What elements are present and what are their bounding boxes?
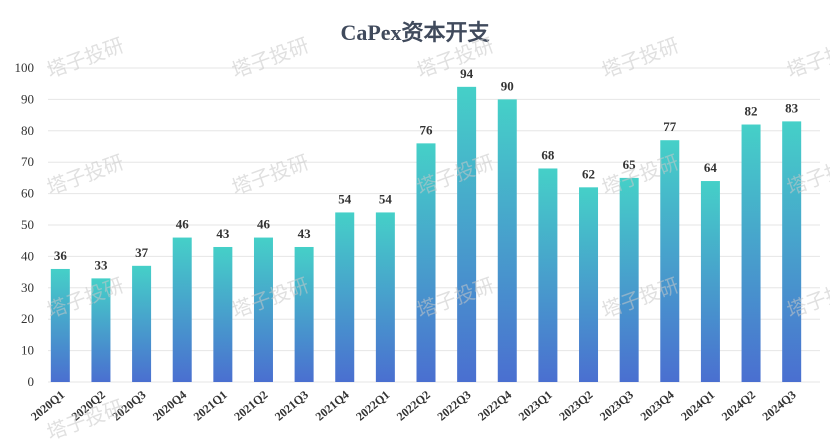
- x-tick-label: 2023Q3: [597, 388, 636, 424]
- data-label: 54: [338, 191, 352, 206]
- x-tick-label: 2021Q3: [272, 388, 311, 424]
- bar: [700, 181, 720, 382]
- bar: [416, 143, 436, 382]
- x-tick-label: 2023Q4: [638, 388, 677, 424]
- y-tick-label: 0: [28, 374, 35, 389]
- bar: [132, 265, 152, 382]
- data-label: 43: [216, 226, 230, 241]
- bar: [213, 246, 233, 382]
- bar: [294, 246, 314, 382]
- x-tick-label: 2021Q2: [231, 388, 270, 424]
- y-tick-label: 40: [21, 248, 34, 263]
- data-label: 62: [582, 166, 595, 181]
- y-tick-label: 70: [21, 154, 34, 169]
- data-label: 43: [298, 226, 312, 241]
- y-tick-label: 100: [15, 60, 35, 75]
- bar: [579, 187, 599, 382]
- y-tick-label: 30: [21, 280, 34, 295]
- data-label: 76: [420, 122, 434, 137]
- watermark: 塔子投研: [44, 33, 127, 83]
- data-label: 36: [54, 248, 68, 263]
- watermark: 塔子投研: [784, 33, 830, 83]
- x-tick-label: 2021Q1: [191, 388, 230, 424]
- x-tick-label: 2022Q2: [394, 388, 433, 424]
- x-axis: 2020Q1 2020Q2 2020Q3 2020Q4 2021Q1 2021Q2 2021…: [28, 388, 799, 424]
- bar: [335, 212, 355, 382]
- bar: [538, 168, 558, 382]
- bar: [782, 121, 802, 382]
- y-tick-label: 90: [21, 91, 34, 106]
- x-tick-label: 2022Q3: [434, 388, 473, 424]
- y-tick-label: 80: [21, 123, 34, 138]
- bar: [741, 124, 761, 383]
- y-tick-label: 20: [21, 311, 34, 326]
- bar: [375, 212, 395, 382]
- bar: [172, 237, 192, 382]
- data-label: 65: [623, 157, 637, 172]
- data-label: 94: [460, 66, 474, 81]
- data-label: 83: [785, 100, 799, 115]
- bar: [619, 177, 639, 382]
- y-tick-label: 10: [21, 343, 34, 358]
- data-label: 33: [94, 257, 108, 272]
- bar: [50, 268, 70, 382]
- data-label: 90: [501, 78, 514, 93]
- data-label: 46: [257, 217, 271, 232]
- watermark: 塔子投研: [599, 33, 682, 83]
- bar: [497, 99, 517, 383]
- x-tick-label: 2023Q2: [556, 388, 595, 424]
- watermark: 塔子投研: [229, 150, 312, 200]
- x-tick-label: 2023Q1: [516, 388, 555, 424]
- bars: [50, 86, 802, 383]
- data-label: 68: [541, 147, 555, 162]
- data-labels: 36 33 37 46 43 46 43 54 54 76 94 90 68 62 65 77 64 82 83: [54, 66, 799, 273]
- bar: [253, 237, 273, 382]
- x-tick-label: 2024Q1: [678, 388, 717, 424]
- x-tick-label: 2022Q1: [353, 388, 392, 424]
- watermark: 塔子投研: [44, 150, 127, 200]
- y-axis: 0 10 20 30 40 50 60 70 80 90 100: [15, 60, 35, 389]
- y-tick-label: 50: [21, 217, 34, 232]
- data-label: 46: [176, 217, 190, 232]
- watermark: 塔子投研: [229, 33, 312, 83]
- bar: [660, 140, 680, 382]
- x-tick-label: 2020Q4: [150, 388, 189, 424]
- y-tick-label: 60: [21, 186, 34, 201]
- bar: [91, 278, 111, 382]
- data-label: 77: [663, 119, 677, 134]
- x-tick-label: 2021Q4: [313, 388, 352, 424]
- chart-title: CaPex资本开支: [340, 20, 490, 45]
- data-label: 64: [704, 160, 718, 175]
- x-tick-label: 2022Q4: [475, 388, 514, 424]
- data-label: 54: [379, 191, 393, 206]
- bar: [457, 86, 477, 382]
- x-tick-label: 2024Q3: [759, 388, 798, 424]
- x-tick-label: 2024Q2: [719, 388, 758, 424]
- data-label: 82: [745, 104, 758, 119]
- data-label: 37: [135, 245, 149, 260]
